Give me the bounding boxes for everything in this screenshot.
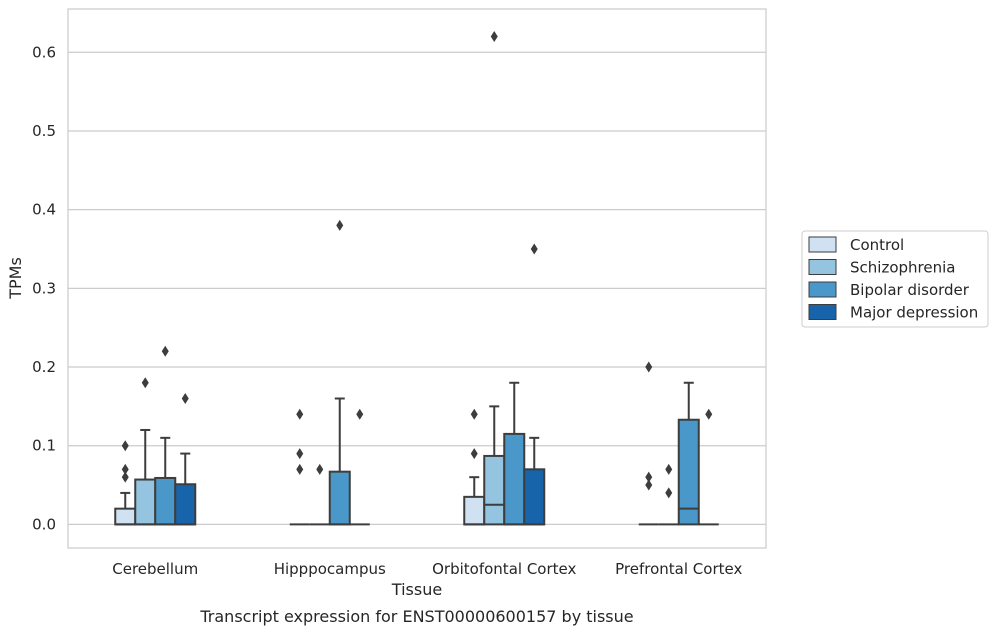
outlier-point (470, 448, 478, 460)
box-3-1 (658, 463, 679, 526)
box-1-3 (349, 408, 370, 526)
outlier-point (336, 219, 344, 231)
x-axis-ticks: Cerebellum Hipppocampus Orbitofontal Corte… (112, 560, 742, 578)
box-iqr (483, 454, 506, 526)
legend-swatch (808, 236, 837, 253)
outlier-point (490, 31, 498, 43)
legend-label: Schizophrenia (850, 259, 955, 277)
legend-frame (801, 230, 989, 328)
y-axis-ticks: 0.0 0.1 0.2 0.3 0.4 0.5 0.6 (32, 43, 56, 533)
outlier-point (530, 243, 538, 255)
box-plots (114, 31, 719, 526)
box-2-3 (523, 243, 546, 526)
outlier-point (121, 440, 129, 452)
box-iqr (134, 478, 157, 526)
box-0-0 (114, 440, 137, 526)
box-2-2 (503, 381, 526, 526)
x-axis-label: Tissue (391, 580, 442, 599)
legend-swatch (808, 259, 837, 275)
outlier-point (665, 463, 673, 475)
x-tick-label: Prefrontal Cortex (615, 560, 742, 578)
grid-lines (68, 51, 766, 526)
y-axis-label: TPMs (6, 257, 25, 300)
y-tick-label: 0.5 (32, 122, 56, 140)
legend-label: Major depression (850, 304, 978, 322)
box-2-0 (463, 408, 486, 526)
box-0-3 (174, 392, 197, 526)
legend: Control Schizophrenia Bipolar disorder Majo… (801, 230, 989, 328)
y-tick-label: 0.0 (32, 515, 56, 533)
plot-area-frame (67, 8, 767, 549)
chart-caption: Transcript expression for ENST0000060015… (199, 607, 633, 626)
legend-label: Bipolar disorder (850, 281, 970, 299)
box-0-1 (134, 377, 157, 526)
y-tick-label: 0.4 (32, 201, 56, 219)
outlier-point (316, 463, 324, 475)
outlier-point (665, 487, 673, 499)
box-iqr (328, 470, 351, 526)
legend-label: Control (850, 236, 904, 254)
box-iqr (523, 468, 546, 526)
outlier-point (121, 463, 129, 475)
outlier-point (356, 408, 364, 420)
x-tick-label: Orbitofontal Cortex (432, 560, 576, 578)
outlier-point (645, 361, 653, 373)
outlier-point (645, 471, 653, 483)
outlier-point (296, 448, 304, 460)
box-iqr (677, 418, 700, 526)
x-tick-label: Hipppocampus (274, 560, 386, 578)
outlier-point (645, 479, 653, 491)
y-tick-label: 0.6 (32, 43, 56, 61)
box-0-2 (154, 345, 177, 526)
box-iqr (114, 507, 137, 526)
box-1-1 (309, 463, 330, 526)
box-1-0 (289, 408, 310, 526)
outlier-point (141, 377, 149, 389)
box-iqr (154, 476, 177, 526)
y-tick-label: 0.3 (32, 279, 56, 297)
outlier-point (296, 408, 304, 420)
legend-swatch (808, 281, 837, 298)
box-2-1 (483, 31, 506, 526)
box-3-2 (677, 381, 700, 526)
x-tick-label: Cerebellum (112, 560, 198, 578)
outlier-point (161, 345, 169, 357)
box-iqr (503, 432, 526, 526)
y-tick-label: 0.1 (32, 437, 56, 455)
outlier-point (296, 463, 304, 475)
box-3-3 (698, 408, 719, 526)
outlier-point (705, 408, 713, 420)
y-tick-label: 0.2 (32, 358, 56, 376)
outlier-point (121, 471, 129, 483)
box-iqr (174, 483, 197, 526)
outlier-point (181, 392, 189, 404)
outlier-point (470, 408, 478, 420)
legend-swatch (808, 304, 837, 320)
box-3-0 (638, 361, 659, 526)
box-1-2 (328, 219, 351, 526)
box-iqr (463, 495, 486, 526)
